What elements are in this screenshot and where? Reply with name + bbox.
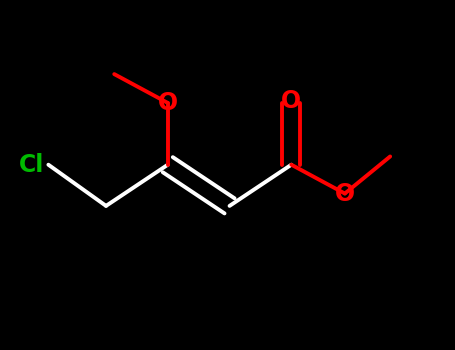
Text: Cl: Cl (19, 153, 44, 177)
Text: O: O (335, 182, 355, 205)
Text: O: O (158, 91, 178, 115)
Text: O: O (281, 89, 301, 113)
